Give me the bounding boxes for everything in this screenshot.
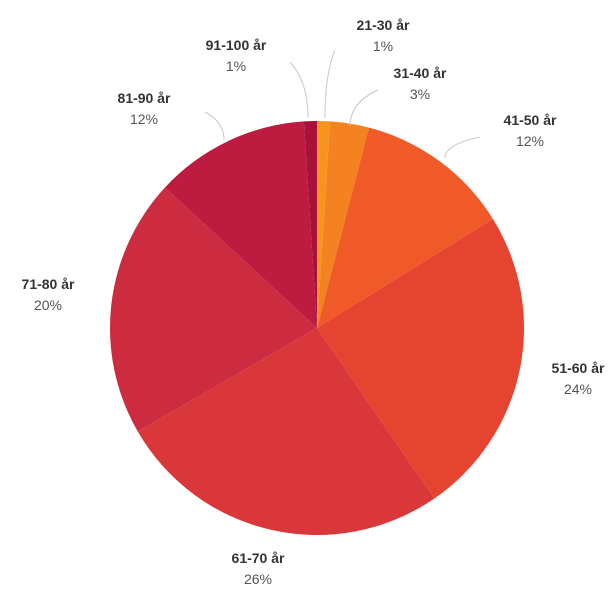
leader-line [324,49,336,119]
pie-slice-91-100-ar [303,121,317,328]
pie-slice-71-80-ar [109,187,318,432]
slice-value-label: 1% [226,58,246,74]
pie-slice-31-40-ar [317,121,369,328]
slice-category-label: 51-60 år [552,360,605,376]
slice-category-label: 91-100 år [206,37,267,53]
pie-slices [109,121,524,535]
leader-line [349,89,379,127]
slice-category-label: 61-70 år [232,550,285,566]
slice-value-label: 12% [516,133,544,149]
leader-line [204,111,225,141]
leader-line [289,61,309,119]
pie-slice-61-70-ar [137,328,435,535]
slice-category-label: 81-90 år [118,90,171,106]
slice-value-label: 24% [564,381,592,397]
slice-value-label: 1% [373,38,393,54]
leader-line [444,136,481,159]
leader-lines [204,49,481,159]
slice-category-label: 21-30 år [357,17,410,33]
slice-category-label: 41-50 år [504,112,557,128]
pie-slice-21-30-ar [317,121,331,328]
slice-category-label: 71-80 år [22,276,75,292]
slice-category-label: 31-40 år [394,65,447,81]
slice-value-label: 12% [130,111,158,127]
pie-slice-41-50-ar [317,127,493,328]
slice-value-label: 26% [244,571,272,587]
pie-slice-51-60-ar [317,218,524,499]
pie-slice-81-90-ar [164,121,317,328]
slice-value-label: 20% [34,297,62,313]
slice-value-label: 3% [410,86,430,102]
